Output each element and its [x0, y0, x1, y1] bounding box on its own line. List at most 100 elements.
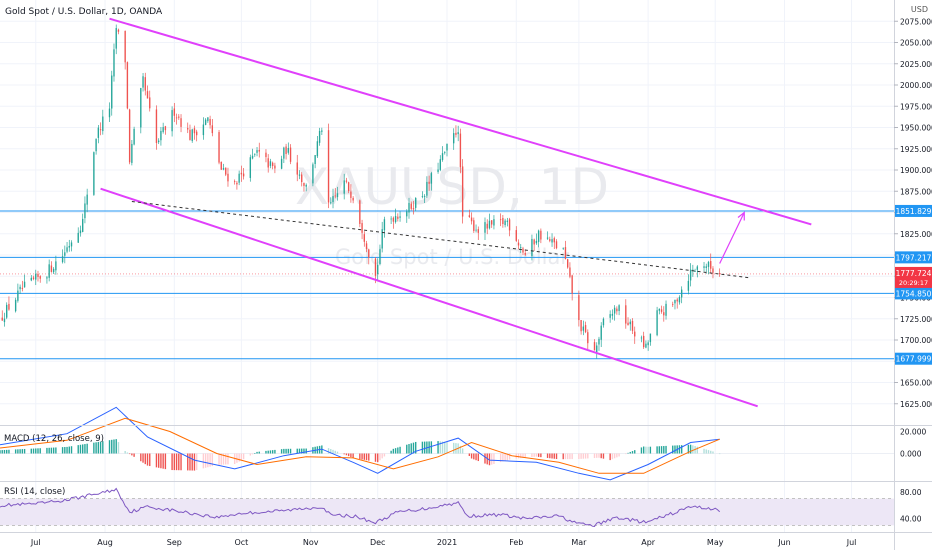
macd-histogram-bar[interactable]: [587, 453, 589, 459]
candle-body[interactable]: [318, 130, 321, 143]
macd-histogram-bar[interactable]: [343, 453, 345, 455]
candle-body[interactable]: [392, 217, 395, 222]
macd-histogram-bar[interactable]: [399, 446, 401, 454]
macd-histogram-bar[interactable]: [126, 452, 129, 454]
candle-body[interactable]: [629, 321, 631, 325]
candle-body[interactable]: [314, 155, 316, 164]
candle-body[interactable]: [209, 118, 211, 126]
candle-body[interactable]: [439, 159, 441, 170]
candle-body[interactable]: [131, 143, 133, 163]
macd-histogram-bar[interactable]: [627, 452, 629, 454]
macd-histogram-bar[interactable]: [437, 441, 439, 454]
macd-histogram-bar[interactable]: [336, 451, 339, 454]
candle-body[interactable]: [584, 325, 587, 333]
macd-histogram-bar[interactable]: [256, 451, 258, 454]
candle-body[interactable]: [377, 264, 379, 275]
candle-body[interactable]: [549, 239, 551, 241]
candle-body[interactable]: [674, 299, 676, 304]
macd-histogram-bar[interactable]: [531, 453, 533, 458]
macd-histogram-bar[interactable]: [249, 453, 252, 456]
macd-histogram-bar[interactable]: [703, 448, 705, 454]
candle-body[interactable]: [694, 271, 696, 272]
macd-histogram-bar[interactable]: [580, 453, 582, 459]
macd-histogram-bar[interactable]: [410, 443, 412, 454]
candle-body[interactable]: [68, 245, 70, 248]
candle-series[interactable]: [1, 24, 721, 359]
macd-histogram-bar[interactable]: [383, 453, 386, 457]
macd-histogram-bar[interactable]: [394, 448, 397, 454]
candle-body[interactable]: [305, 184, 307, 187]
candle-body[interactable]: [587, 332, 589, 344]
candle-body[interactable]: [374, 258, 377, 276]
candle-body[interactable]: [115, 28, 117, 49]
candle-body[interactable]: [582, 326, 585, 331]
candle-body[interactable]: [625, 305, 627, 324]
macd-histogram-bar[interactable]: [64, 447, 66, 454]
macd-histogram-bar[interactable]: [491, 453, 493, 465]
macd-histogram-bar[interactable]: [242, 453, 245, 460]
macd-histogram-bar[interactable]: [55, 447, 57, 454]
macd-histogram-bar[interactable]: [363, 453, 365, 460]
macd-histogram-bar[interactable]: [283, 448, 285, 454]
candle-body[interactable]: [631, 320, 634, 331]
candle-body[interactable]: [37, 273, 39, 277]
candle-body[interactable]: [477, 229, 479, 233]
candle-body[interactable]: [361, 223, 363, 233]
macd-histogram-bar[interactable]: [271, 450, 274, 454]
macd-histogram-bar[interactable]: [175, 453, 178, 471]
macd-histogram-bar[interactable]: [609, 453, 611, 461]
macd-histogram-bar[interactable]: [672, 445, 674, 454]
candle-body[interactable]: [52, 268, 55, 273]
macd-histogram-bar[interactable]: [421, 441, 424, 454]
candle-body[interactable]: [140, 88, 142, 128]
macd-histogram-bar[interactable]: [70, 446, 73, 454]
candle-body[interactable]: [486, 223, 488, 229]
candle-body[interactable]: [133, 128, 135, 145]
candle-body[interactable]: [126, 62, 129, 109]
macd-histogram-bar[interactable]: [397, 447, 399, 454]
candle-body[interactable]: [274, 165, 276, 169]
candle-body[interactable]: [180, 118, 182, 127]
macd-histogram-bar[interactable]: [178, 453, 180, 471]
macd-histogram-bar[interactable]: [600, 453, 602, 459]
candle-body[interactable]: [578, 295, 580, 321]
candle-body[interactable]: [46, 277, 48, 279]
candle-body[interactable]: [280, 158, 283, 169]
candle-body[interactable]: [692, 269, 694, 271]
candle-body[interactable]: [522, 248, 524, 253]
macd-histogram-bar[interactable]: [535, 453, 538, 457]
candle-body[interactable]: [50, 265, 53, 272]
macd-histogram-bar[interactable]: [562, 453, 564, 460]
candle-body[interactable]: [627, 322, 629, 326]
macd-histogram-bar[interactable]: [553, 453, 555, 459]
candle-body[interactable]: [493, 219, 495, 226]
candle-body[interactable]: [609, 314, 611, 318]
candle-body[interactable]: [236, 182, 238, 185]
macd-histogram-bar[interactable]: [593, 453, 596, 459]
candle-body[interactable]: [499, 219, 502, 221]
macd-histogram-bar[interactable]: [477, 453, 479, 462]
macd-histogram-bar[interactable]: [149, 453, 151, 467]
candle-body[interactable]: [142, 76, 144, 88]
candle-body[interactable]: [468, 215, 471, 217]
macd-histogram-bar[interactable]: [415, 441, 417, 454]
candle-body[interactable]: [350, 191, 352, 198]
macd-pane[interactable]: [0, 406, 894, 481]
candle-body[interactable]: [347, 182, 350, 192]
macd-histogram-bar[interactable]: [222, 453, 225, 465]
candle-body[interactable]: [202, 124, 205, 136]
macd-histogram-bar[interactable]: [377, 453, 379, 463]
macd-histogram-bar[interactable]: [406, 444, 408, 454]
macd-histogram-bar[interactable]: [656, 446, 658, 454]
macd-histogram-bar[interactable]: [625, 453, 627, 455]
macd-histogram-bar[interactable]: [108, 440, 111, 454]
candle-body[interactable]: [423, 196, 426, 197]
candle-body[interactable]: [352, 197, 354, 201]
macd-histogram-bar[interactable]: [93, 442, 95, 454]
candle-body[interactable]: [1, 317, 3, 321]
candle-body[interactable]: [696, 266, 699, 270]
candle-body[interactable]: [251, 155, 254, 159]
candle-body[interactable]: [332, 196, 334, 203]
candle-body[interactable]: [6, 304, 8, 318]
macd-histogram-bar[interactable]: [207, 453, 209, 468]
